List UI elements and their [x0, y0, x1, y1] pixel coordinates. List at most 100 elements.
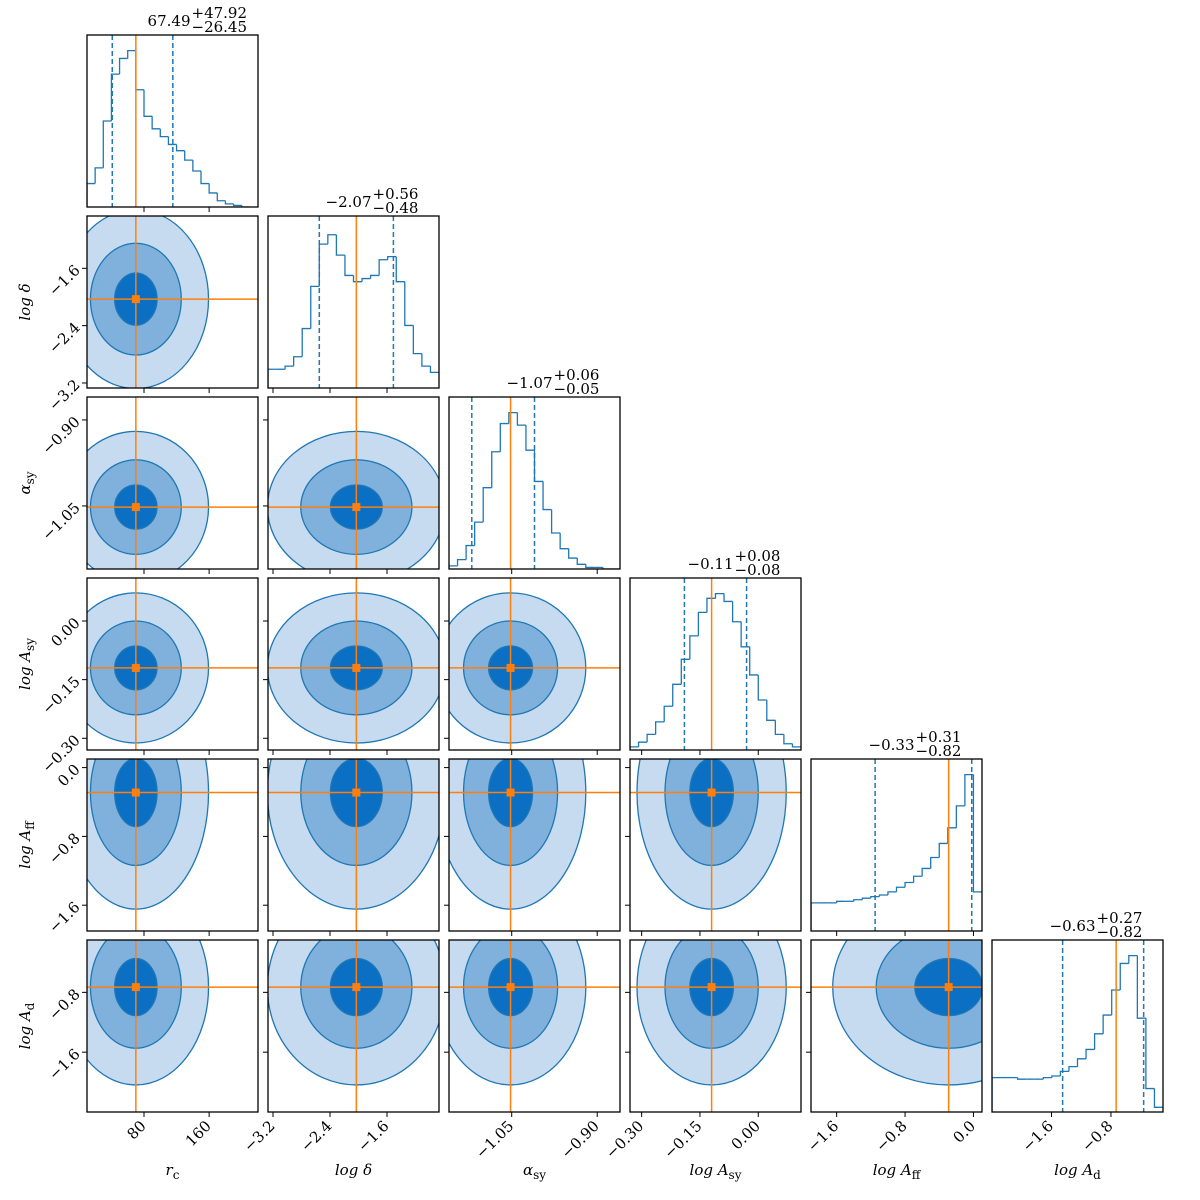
panel-frame [448, 939, 621, 1113]
title-median: −1.07 [507, 374, 553, 392]
histogram-step [689, 635, 699, 660]
axis-label: log Aff [873, 1161, 922, 1182]
histogram-step [369, 274, 380, 279]
y-tick-label: −1.6 [45, 261, 83, 299]
histogram-step [1042, 1076, 1052, 1080]
title-minus: −0.08 [735, 561, 781, 579]
x-tick-label: −2.4 [297, 1117, 335, 1155]
histogram-step [404, 281, 414, 327]
histogram-step [1119, 962, 1129, 991]
truth-marker [131, 503, 140, 512]
panel-content [811, 759, 982, 931]
panel-content [449, 397, 620, 569]
title-minus: −0.05 [554, 380, 600, 398]
histogram-step [774, 720, 784, 736]
axis-label-text: α [523, 1161, 533, 1179]
axis-label-text: log δ [16, 283, 34, 320]
histogram-step [972, 774, 982, 893]
axis-label-text: log A [1054, 1161, 1093, 1179]
y-tick-label: −1.05 [38, 499, 83, 544]
axis-label-text: log A [16, 830, 34, 869]
x-tick-label: −0.8 [872, 1117, 910, 1155]
axis-label-text: log A [16, 651, 34, 690]
histogram-step [525, 425, 535, 451]
histogram-step [1076, 1058, 1087, 1067]
histogram-step [533, 450, 544, 483]
histogram-step [680, 658, 690, 685]
histogram-step [318, 243, 328, 287]
histogram-step [216, 192, 226, 202]
axis-label-text: log A [873, 1161, 912, 1179]
histogram-step [964, 773, 974, 806]
histogram-step [791, 743, 801, 748]
panel: −1.05 −0.90 [444, 939, 621, 1162]
title-minus: −26.45 [192, 18, 248, 36]
histogram-step [378, 259, 388, 276]
histogram-step [749, 646, 759, 676]
panel-frame [86, 34, 259, 208]
histogram-step [568, 548, 578, 559]
histogram-step [955, 805, 965, 828]
panel: −3.2 −2.4 −1.6 [240, 939, 440, 1155]
histogram-step [576, 558, 586, 565]
histogram-step [429, 366, 439, 374]
panel [263, 758, 440, 936]
histogram-step [499, 422, 509, 452]
histogram-step [352, 275, 363, 283]
panel [263, 396, 440, 574]
y-tick-label: −0.8 [45, 985, 83, 1023]
histogram-step [870, 895, 880, 899]
histogram-step [895, 886, 906, 892]
histogram-step [637, 741, 648, 747]
histogram-step [836, 900, 846, 903]
histogram-step [542, 481, 552, 511]
x-tick-label: −3.2 [240, 1117, 278, 1155]
histogram-step [167, 136, 177, 146]
axis-label-sub: sy [729, 1168, 742, 1182]
histogram-step [655, 721, 665, 735]
truth-marker [131, 983, 140, 992]
histogram-step [175, 144, 185, 152]
histogram-step [159, 128, 169, 138]
histogram-step [508, 411, 518, 424]
histogram-step [516, 412, 526, 426]
histogram-step [284, 365, 294, 370]
axis-label: log Ad [1054, 1161, 1101, 1182]
x-tick-label: −0.90 [558, 1117, 603, 1162]
title-minus: −0.48 [373, 199, 419, 217]
panel-content [992, 940, 1163, 1112]
axis-label: rc [166, 1161, 180, 1182]
histogram-step [224, 200, 234, 205]
panel-content [87, 216, 258, 388]
axis-label-text: log A [690, 1161, 729, 1179]
histogram-step [697, 611, 707, 636]
panel-content [630, 759, 801, 931]
panel-frame [810, 939, 983, 1113]
panel-frame [629, 939, 802, 1113]
title-minus: −0.82 [1097, 923, 1143, 941]
histogram-step [714, 592, 725, 599]
axis-label-sub: d [1093, 1168, 1101, 1182]
panel: −1.6−0.80.0 [45, 758, 259, 937]
truth-marker [352, 503, 361, 512]
x-tick-label: −1.6 [354, 1117, 392, 1155]
axis-label: log Asy [16, 638, 37, 690]
axis-label: log Ad [16, 1002, 37, 1049]
histogram-step [335, 234, 345, 256]
histogram-step [811, 902, 820, 931]
histogram-step [474, 521, 484, 546]
x-tick-label: 80 [123, 1117, 149, 1143]
panel-frame [448, 758, 621, 932]
histogram-step [208, 183, 218, 194]
panel-content [268, 397, 439, 569]
truth-marker [352, 663, 361, 672]
y-tick-label: 0.00 [47, 614, 83, 650]
panel: −0.30 −0.15 0.00 [602, 939, 802, 1162]
panel-frame [86, 758, 259, 932]
histogram-step [630, 746, 639, 750]
title-median: −2.07 [326, 193, 372, 211]
histogram-step [449, 565, 458, 569]
x-tick-label: 160 [182, 1117, 215, 1150]
panel-frame [86, 396, 259, 570]
